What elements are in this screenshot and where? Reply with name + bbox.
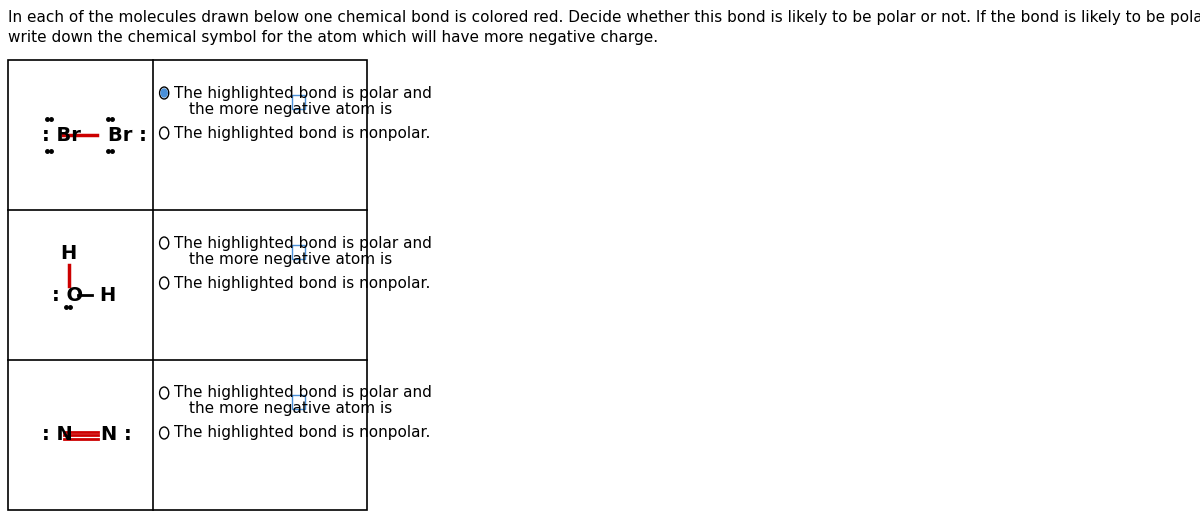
Text: The highlighted bond is nonpolar.: The highlighted bond is nonpolar.: [174, 125, 431, 140]
Text: The highlighted bond is nonpolar.: The highlighted bond is nonpolar.: [174, 425, 431, 440]
Text: The highlighted bond is polar and: The highlighted bond is polar and: [174, 236, 432, 251]
Text: the more negative atom is: the more negative atom is: [190, 252, 392, 266]
Text: the more negative atom is: the more negative atom is: [190, 102, 392, 117]
Text: The highlighted bond is polar and: The highlighted bond is polar and: [174, 385, 432, 400]
Text: : Br: : Br: [42, 125, 80, 145]
Bar: [293, 95, 305, 109]
Text: In each of the molecules drawn below one chemical bond is colored red. Decide wh: In each of the molecules drawn below one…: [7, 10, 1200, 25]
Text: Br :: Br :: [108, 125, 146, 145]
Text: N :: N :: [101, 425, 132, 444]
Text: : N: : N: [42, 425, 73, 444]
Text: write down the chemical symbol for the atom which will have more negative charge: write down the chemical symbol for the a…: [7, 30, 658, 45]
Text: : O: : O: [52, 285, 83, 305]
Bar: [293, 395, 305, 409]
Circle shape: [161, 89, 167, 97]
Text: the more negative atom is: the more negative atom is: [190, 401, 392, 416]
Text: H: H: [60, 243, 77, 263]
Bar: [7, 60, 366, 510]
Text: The highlighted bond is nonpolar.: The highlighted bond is nonpolar.: [174, 276, 431, 291]
Text: H: H: [100, 285, 115, 305]
Text: The highlighted bond is polar and: The highlighted bond is polar and: [174, 85, 432, 100]
Bar: [293, 245, 305, 259]
